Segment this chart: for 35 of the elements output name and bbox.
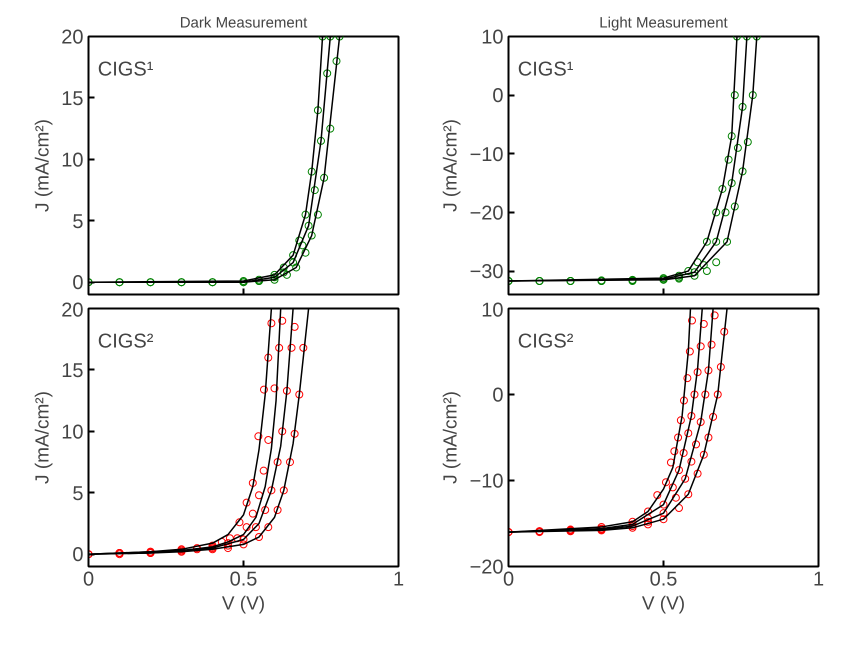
x-tick-label: 1 (812, 568, 824, 590)
annotation: CIGS¹ (518, 58, 574, 80)
y-tick-label: 5 (72, 210, 84, 233)
y-tick-label: 10 (61, 149, 84, 172)
y-tick-label: 5 (72, 482, 84, 505)
y-tick-label: −10 (470, 470, 504, 492)
y-axis-title: J (mA/cm²) (440, 119, 462, 212)
y-tick-label: 15 (61, 88, 84, 110)
y-tick-label: −20 (470, 556, 504, 578)
y-tick-label: 10 (481, 26, 504, 48)
y-axis-title: J (mA/cm²) (440, 391, 462, 484)
y-axis-title: J (mA/cm²) (32, 119, 54, 212)
y-tick-label: 0 (72, 544, 84, 566)
x-tick-label: 1 (392, 568, 404, 590)
y-tick-label: 0 (492, 384, 504, 406)
y-tick-label: 20 (61, 300, 84, 322)
y-tick-label: 10 (481, 300, 504, 322)
annotation: CIGS² (98, 330, 154, 352)
y-tick-label: 0 (72, 272, 84, 294)
y-tick-label: 15 (61, 360, 84, 382)
x-tick-label: 0.5 (650, 568, 678, 590)
y-tick-label: −10 (470, 144, 504, 166)
chart-title: Light Measurement (599, 14, 729, 32)
x-tick-label: 0.5 (230, 568, 258, 590)
annotation: CIGS¹ (98, 58, 154, 80)
y-tick-label: −30 (470, 261, 504, 284)
x-axis-title: V (V) (642, 594, 686, 614)
y-tick-label: 0 (492, 85, 504, 108)
annotation: CIGS² (518, 330, 574, 352)
chart-title: Dark Measurement (180, 14, 308, 32)
y-tick-label: −20 (470, 202, 504, 224)
x-axis-title: V (V) (222, 594, 266, 614)
y-tick-label: 10 (61, 421, 84, 444)
y-tick-label: 20 (61, 26, 84, 48)
y-axis-title: J (mA/cm²) (32, 391, 54, 484)
